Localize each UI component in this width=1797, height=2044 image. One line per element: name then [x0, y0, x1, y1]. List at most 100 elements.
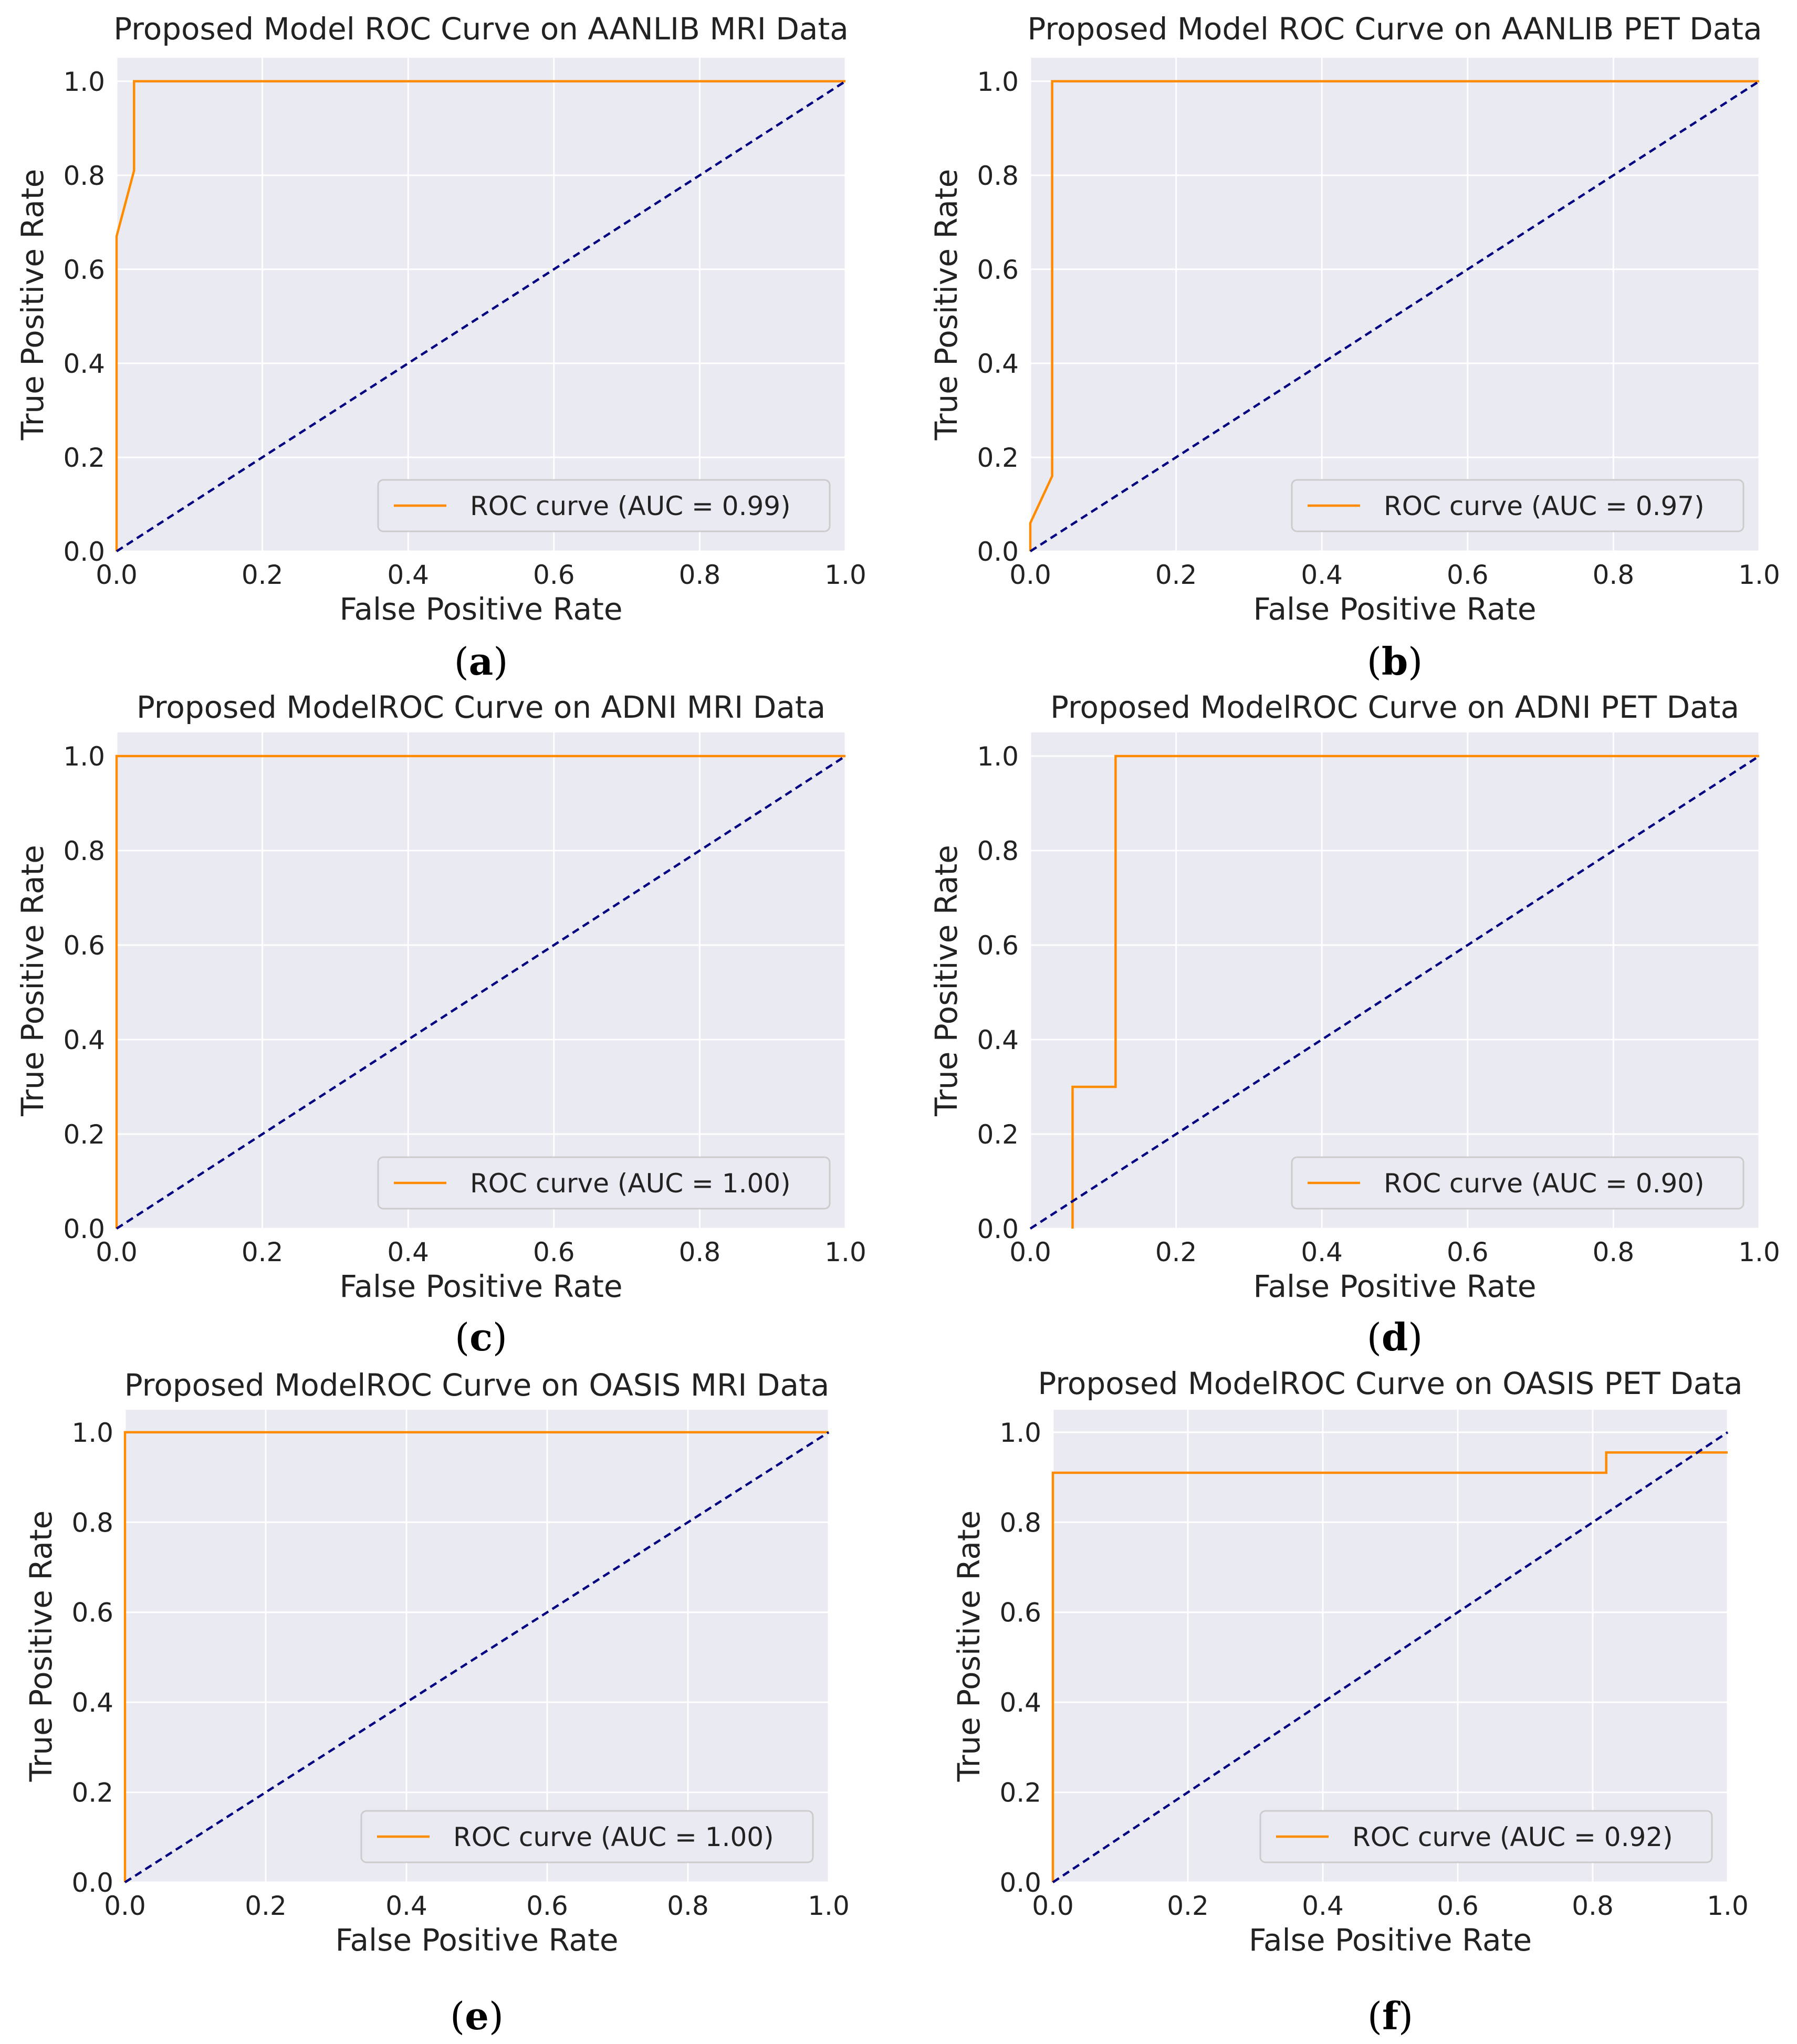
x-tick-label: 0.0	[1009, 560, 1051, 590]
y-tick-label: 0.4	[63, 1025, 105, 1055]
roc-panel-c: 0.0 0.2 0.4 0.6 0.8 1.0 0.0 0.2 0.4 0.6 0.8 1.0 Prop…	[15, 689, 866, 1359]
x-tick-label: 0.2	[245, 1891, 287, 1921]
y-tick-label: 0.6	[977, 930, 1019, 961]
x-tick-label: 0.8	[1572, 1891, 1614, 1921]
y-axis-label: True Positive Rate	[15, 845, 50, 1117]
roc-panel-a: 0.0 0.2 0.4 0.6 0.8 1.0 0.0 0.2 0.4 0.6 0.8 1.0 Prop…	[15, 11, 866, 684]
roc-curve-line	[1029, 80, 1759, 551]
legend-box	[1291, 1156, 1744, 1210]
x-tick-label: 0.0	[1009, 1237, 1051, 1267]
y-tick-label: 1.0	[71, 1418, 113, 1448]
x-tick-label: 0.6	[1437, 1891, 1479, 1921]
x-tick-label: 0.8	[679, 1237, 721, 1267]
chart-title: Proposed Model ROC Curve on AANLIB PET D…	[1027, 11, 1762, 47]
legend-label: ROC curve (AUC = 0.90)	[1384, 1168, 1705, 1199]
x-axis-label: False Positive Rate	[1249, 1922, 1532, 1958]
y-tick-label: 0.2	[999, 1778, 1041, 1808]
panel-caption: (c)	[455, 1315, 507, 1359]
chance-line	[1052, 1431, 1729, 1883]
y-tick-label: 0.4	[71, 1687, 113, 1718]
roc-curve-line	[115, 80, 845, 551]
legend: ROC curve (AUC = 1.00)	[377, 1156, 831, 1210]
x-tick-label: 1.0	[824, 1237, 866, 1267]
legend: ROC curve (AUC = 0.92)	[1259, 1810, 1713, 1863]
legend-label: ROC curve (AUC = 0.92)	[1352, 1822, 1673, 1852]
x-tick-label: 0.0	[96, 560, 138, 590]
y-tick-label: 0.0	[999, 1868, 1041, 1898]
y-tick-label: 0.8	[71, 1507, 113, 1538]
x-tick-label: 1.0	[1707, 1891, 1749, 1921]
x-tick-label: 0.4	[1302, 1891, 1344, 1921]
y-tick-label: 0.6	[977, 255, 1019, 285]
y-tick-label: 0.2	[63, 1119, 105, 1150]
x-tick-label: 0.6	[533, 1237, 575, 1267]
panel-caption: (b)	[1367, 639, 1423, 684]
roc-curve-line	[1051, 1451, 1728, 1882]
legend-box	[360, 1810, 814, 1863]
y-tick-label: 1.0	[977, 67, 1019, 97]
x-tick-label: 1.0	[824, 560, 866, 590]
chart-title: Proposed ModelROC Curve on ADNI PET Data	[1050, 689, 1739, 725]
y-tick-label: 0.8	[63, 836, 105, 866]
roc-panel-f: 0.0 0.2 0.4 0.6 0.8 1.0 0.0 0.2 0.4 0.6 0.8 1.0 Prop…	[951, 1366, 1749, 2038]
y-tick-label: 0.4	[977, 349, 1019, 379]
x-axis-label: False Positive Rate	[339, 1269, 622, 1304]
y-tick-label: 0.6	[999, 1598, 1041, 1628]
y-tick-label: 0.4	[977, 1025, 1019, 1055]
panel-caption: (a)	[454, 639, 508, 684]
chance-line	[124, 1431, 830, 1883]
x-axis-label: False Positive Rate	[1253, 1269, 1536, 1304]
x-tick-label: 1.0	[1738, 1237, 1780, 1267]
x-tick-label: 0.6	[1447, 1237, 1489, 1267]
x-tick-label: 0.4	[1301, 1237, 1343, 1267]
legend-box	[377, 479, 831, 532]
plot-area	[125, 1410, 829, 1882]
x-tick-label: 0.0	[104, 1891, 146, 1921]
panel-caption: (f)	[1367, 1994, 1413, 2038]
x-tick-label: 0.4	[387, 560, 429, 590]
y-axis-label: True Positive Rate	[15, 169, 50, 441]
x-tick-label: 0.8	[679, 560, 721, 590]
x-tick-label: 0.4	[387, 1237, 429, 1267]
y-tick-label: 0.0	[63, 1214, 105, 1244]
y-tick-label: 0.6	[63, 930, 105, 961]
y-tick-label: 0.8	[999, 1507, 1041, 1538]
x-axis-label: False Positive Rate	[339, 591, 622, 627]
legend: ROC curve (AUC = 0.90)	[1291, 1156, 1744, 1210]
legend-box	[1259, 1810, 1713, 1863]
y-tick-label: 0.8	[63, 161, 105, 191]
legend: ROC curve (AUC = 0.97)	[1291, 479, 1744, 532]
x-axis-label: False Positive Rate	[1253, 591, 1536, 627]
chart-title: Proposed Model ROC Curve on AANLIB MRI D…	[113, 11, 849, 47]
y-axis-label: True Positive Rate	[951, 1511, 987, 1783]
y-tick-label: 0.4	[63, 349, 105, 379]
x-tick-label: 1.0	[1738, 560, 1780, 590]
y-tick-label: 0.2	[71, 1778, 113, 1808]
y-axis-label: True Positive Rate	[928, 845, 964, 1117]
legend-label: ROC curve (AUC = 0.97)	[1384, 491, 1705, 521]
x-tick-label: 1.0	[808, 1891, 850, 1921]
x-tick-label: 0.4	[385, 1891, 427, 1921]
legend-box	[377, 1156, 831, 1210]
roc-panel-b: 0.0 0.2 0.4 0.6 0.8 1.0 0.0 0.2 0.4 0.6 0.8 1.0 Prop…	[928, 11, 1780, 684]
x-tick-label: 0.0	[96, 1237, 138, 1267]
y-tick-label: 0.2	[63, 443, 105, 473]
y-tick-label: 0.2	[977, 1119, 1019, 1150]
plot-area	[1053, 1410, 1728, 1882]
y-tick-label: 0.2	[977, 443, 1019, 473]
x-tick-label: 0.6	[533, 560, 575, 590]
plot-area	[1030, 732, 1759, 1229]
y-tick-label: 1.0	[999, 1418, 1041, 1448]
y-tick-label: 0.0	[977, 1214, 1019, 1244]
x-tick-label: 0.0	[1032, 1891, 1074, 1921]
chart-title: Proposed ModelROC Curve on OASIS PET Dat…	[1038, 1366, 1742, 1401]
x-tick-label: 0.8	[1593, 560, 1635, 590]
y-axis-label: True Positive Rate	[23, 1511, 59, 1783]
legend: ROC curve (AUC = 0.99)	[377, 479, 831, 532]
plot-area	[117, 58, 845, 551]
x-tick-label: 0.8	[1593, 1237, 1635, 1267]
legend-label: ROC curve (AUC = 1.00)	[453, 1822, 774, 1852]
y-tick-label: 0.8	[977, 836, 1019, 866]
x-tick-label: 0.2	[242, 1237, 284, 1267]
